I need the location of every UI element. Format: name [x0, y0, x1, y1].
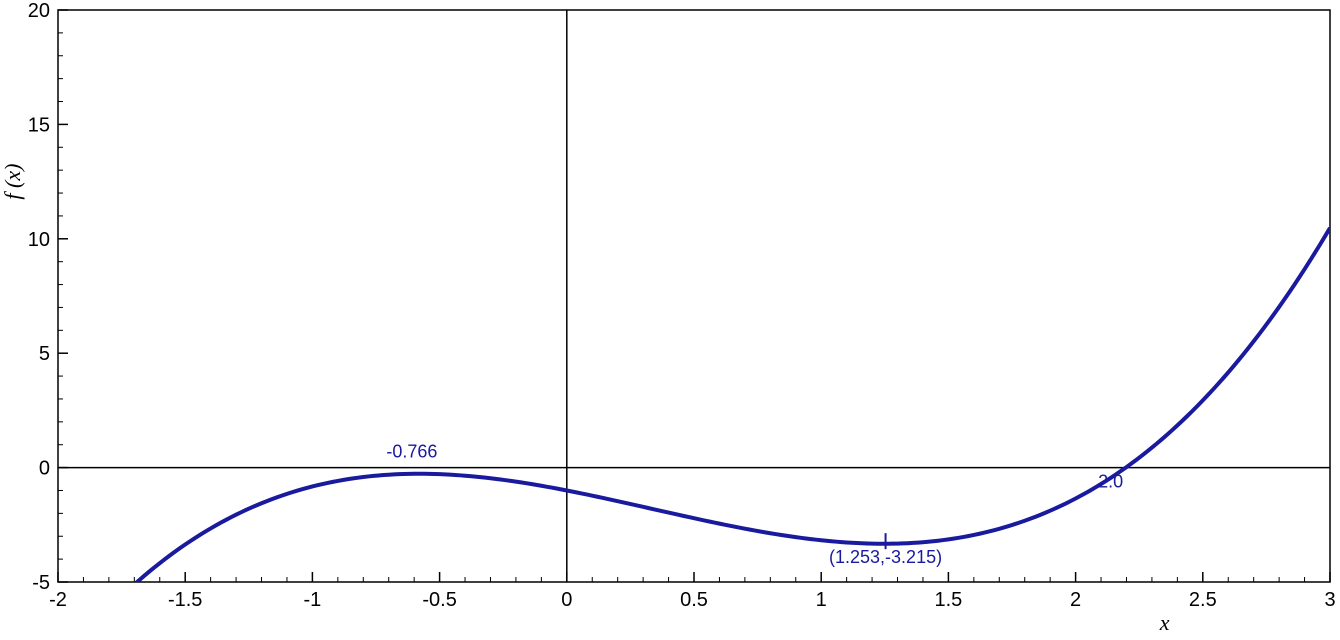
x-tick-label: 2.5 — [1189, 589, 1217, 611]
function-plot: -2 -1.5 -1 -0.5 0 0.5 1 1.5 2 2.5 3 -5 0 5 10 15 20 x f (x… — [0, 0, 1340, 640]
x-tick-label: -2 — [49, 589, 67, 611]
x-tick-label: 1 — [816, 589, 827, 611]
x-tick-label: -1 — [304, 589, 322, 611]
y-tick-label: 20 — [28, 0, 50, 22]
x-tick-label: 2 — [1070, 589, 1081, 611]
x-tick-label: -1.5 — [168, 589, 202, 611]
annotation-label: 2.0 — [1098, 472, 1123, 492]
plot-border — [58, 10, 1330, 582]
x-tick-label: 0 — [561, 589, 572, 611]
y-axis-label: f (x) — [0, 164, 25, 200]
chart-container: -2 -1.5 -1 -0.5 0 0.5 1 1.5 2 2.5 3 -5 0 5 10 15 20 x f (x… — [0, 0, 1340, 640]
x-tick-label: 3 — [1324, 589, 1335, 611]
annotation-label: -0.766 — [386, 442, 437, 462]
x-tick-label: 1.5 — [934, 589, 962, 611]
y-tick-label: 15 — [28, 114, 50, 136]
x-tick-label: 0.5 — [680, 589, 708, 611]
x-tick-label: -0.5 — [422, 589, 456, 611]
y-tick-label: 5 — [39, 343, 50, 365]
x-axis-label: x — [1159, 610, 1170, 635]
y-tick-label: -5 — [32, 572, 50, 594]
y-tick-label: 0 — [39, 458, 50, 480]
y-tick-label: 10 — [28, 229, 50, 251]
annotation-label: (1.253,-3.215) — [829, 547, 942, 567]
